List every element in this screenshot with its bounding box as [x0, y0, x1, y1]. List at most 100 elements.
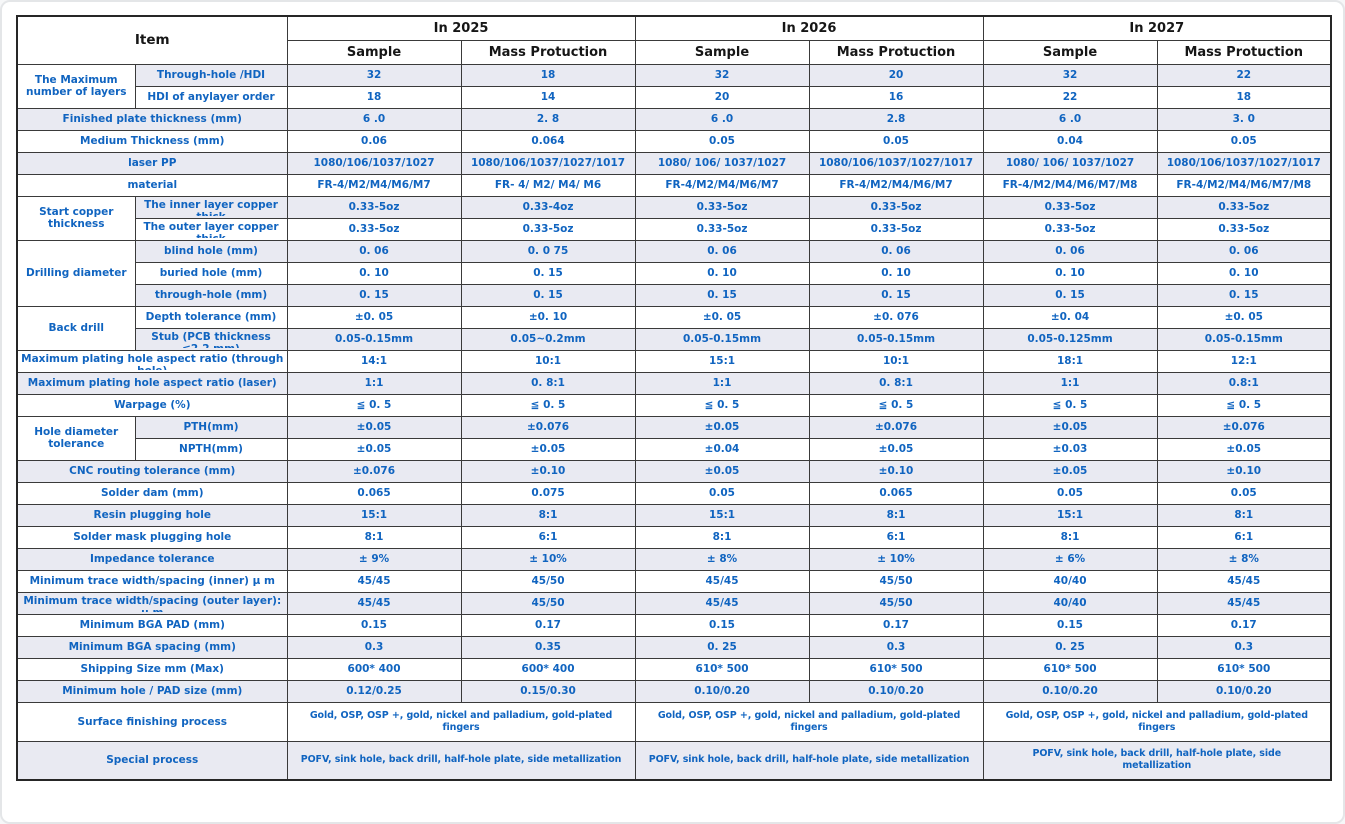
table-row: through-hole (mm) 0. 15 0. 15 0. 15 0. 15 0. …	[17, 283, 1332, 307]
table-row: buried hole (mm) 0. 10 0. 15 0. 10 0. 10 0. 1…	[17, 261, 1332, 285]
table-row: HDI of anylayer order 18 14 20 16 22 18	[17, 85, 1332, 109]
value-cell: 18:1	[982, 349, 1158, 373]
row-label-text: The inner layer copper thick	[144, 198, 278, 216]
value-cell: 6:1	[808, 525, 984, 549]
value-cell: 610* 500	[634, 657, 810, 681]
value-cell: ±0.05	[982, 415, 1158, 439]
row-label-text: Medium Thickness (mm)	[80, 135, 225, 147]
row-label: Resin plugging hole	[16, 503, 288, 527]
value-cell: 22	[1156, 63, 1332, 87]
value-cell: 6:1	[1156, 525, 1332, 549]
value-cell: ±0.10	[1156, 459, 1332, 483]
mass-production-header-2027: Mass Protuction	[1156, 39, 1332, 65]
value-cell: 0. 06	[982, 239, 1158, 263]
row-label: Medium Thickness (mm)	[16, 129, 288, 153]
value-cell: ± 9%	[286, 547, 462, 571]
row-label: Minimum BGA PAD (mm)	[16, 613, 288, 637]
table-row: Back drill Depth tolerance (mm) ±0. 05 ±0. …	[16, 305, 1332, 351]
value-cell: 0.064	[460, 129, 636, 153]
value-cell: ±0. 076	[808, 305, 984, 329]
row-group-label-text: Back drill	[48, 322, 104, 334]
value-cell: FR-4/M2/M4/M6/M7	[808, 173, 984, 197]
row-label: Warpage (%)	[16, 393, 288, 417]
value-cell: ±0. 05	[1156, 305, 1332, 329]
row-label-text: Minimum BGA spacing (mm)	[68, 641, 236, 653]
value-cell: 610* 500	[808, 657, 984, 681]
row-label-text: HDI of anylayer order	[147, 91, 275, 103]
value-cell: 0.15/0.30	[460, 679, 636, 703]
table-row: Stub (PCB thickness ≦2.2 mm)0.05-0.15mm0…	[17, 327, 1332, 351]
value-cell: 0.065	[286, 481, 462, 505]
year-header-2025: In 2025	[286, 15, 636, 41]
row-label: Shipping Size mm (Max)	[16, 657, 288, 681]
value-cell: 0.15	[286, 613, 462, 637]
value-cell: 0.075	[460, 481, 636, 505]
row-group-label: Back drill	[16, 305, 136, 351]
row-label: Impedance tolerance	[16, 547, 288, 571]
value-cell: 45/50	[460, 569, 636, 593]
row-label: The inner layer copper thick	[134, 195, 288, 219]
row-label: Through-hole /HDI	[134, 63, 288, 87]
value-cell: 0.33-4oz	[460, 195, 636, 219]
row-label: material	[16, 173, 288, 197]
value-cell: 0. 10	[634, 261, 810, 285]
value-cell: ≦ 0. 5	[982, 393, 1158, 417]
row-label-text: Depth tolerance (mm)	[145, 311, 277, 323]
capability-table: Item In 2025 In 2026 In 2027 Sample Mass…	[16, 15, 1333, 781]
value-cell: 0.35	[460, 635, 636, 659]
row-label-text: through-hole (mm)	[154, 289, 268, 301]
table-row: Shipping Size mm (Max) 600* 400 600* 400 61…	[16, 657, 1332, 681]
value-cell: 15:1	[286, 503, 462, 527]
value-cell: 0.10/0.20	[808, 679, 984, 703]
value-cell: 6:1	[460, 525, 636, 549]
value-cell: 15:1	[634, 349, 810, 373]
row-label-text: Resin plugging hole	[93, 509, 211, 521]
row-label-text: PTH(mm)	[183, 421, 239, 433]
value-cell: 0. 06	[634, 239, 810, 263]
value-cell: 0.05-0.15mm	[808, 327, 984, 351]
table-row: Minimum BGA PAD (mm) 0.15 0.17 0.15 0.17 0.15…	[16, 613, 1332, 637]
value-cell: 8:1	[808, 503, 984, 527]
value-cell: 18	[286, 85, 462, 109]
value-cell: ≦ 0. 5	[634, 393, 810, 417]
table-row: Resin plugging hole 15:1 8:1 15:1 8:1 15:1 8:1	[16, 503, 1332, 527]
row-label-text: Stub (PCB thickness ≦2.2 mm)	[151, 330, 271, 348]
value-cell: 610* 500	[1156, 657, 1332, 681]
table-row: Drilling diameter blind hole (mm) 0. 06 0. …	[16, 239, 1332, 307]
value-cell: ±0. 05	[286, 305, 462, 329]
row-label: HDI of anylayer order	[134, 85, 288, 109]
table-row: Minimum trace width/spacing (outer layer…	[16, 591, 1332, 615]
value-cell: 0.3	[1156, 635, 1332, 659]
value-cell: 1080/106/1037/1027	[286, 151, 462, 175]
value-cell: ± 8%	[634, 547, 810, 571]
row-group-label: The Maximum number of layers	[16, 63, 136, 109]
value-cell: 0.10/0.20	[982, 679, 1158, 703]
row-label: CNC routing tolerance (mm)	[16, 459, 288, 483]
value-cell: 0. 10	[1156, 261, 1332, 285]
value-cell: ±0.05	[286, 437, 462, 461]
row-label-text: blind hole (mm)	[164, 245, 258, 257]
value-cell: 600* 400	[460, 657, 636, 681]
value-cell: 12:1	[1156, 349, 1332, 373]
value-cell: 0. 15	[634, 283, 810, 307]
span-value-cell: POFV, sink hole, back drill, half-hole p…	[634, 740, 984, 781]
row-label-text: Maximum plating hole aspect ratio (laser…	[27, 377, 277, 389]
value-cell: 1:1	[286, 371, 462, 395]
year-header-2026: In 2026	[634, 15, 984, 41]
value-cell: 40/40	[982, 591, 1158, 615]
value-cell: 6 .0	[634, 107, 810, 131]
row-group-label-text: Drilling diameter	[25, 267, 127, 279]
row-label: blind hole (mm)	[134, 239, 288, 263]
value-cell: 0.15	[634, 613, 810, 637]
value-cell: 18	[1156, 85, 1332, 109]
row-label-text: The outer layer copper thick	[143, 220, 279, 238]
row-label: Finished plate thickness (mm)	[16, 107, 288, 131]
value-cell: ± 8%	[1156, 547, 1332, 571]
span-value-cell: Gold, OSP, OSP +, gold, nickel and palla…	[286, 701, 636, 742]
value-cell: 0.05	[634, 481, 810, 505]
value-cell: 18	[460, 63, 636, 87]
value-cell: 0.33-5oz	[808, 195, 984, 219]
value-cell: 0.8:1	[1156, 371, 1332, 395]
value-cell: ± 6%	[982, 547, 1158, 571]
value-cell: ±0.076	[1156, 415, 1332, 439]
